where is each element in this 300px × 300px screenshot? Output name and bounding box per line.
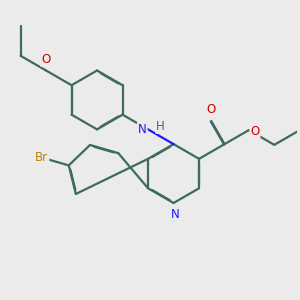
Text: N: N — [138, 123, 147, 136]
Text: O: O — [41, 53, 51, 66]
Text: H: H — [156, 120, 165, 133]
Text: O: O — [250, 125, 260, 138]
Text: O: O — [207, 103, 216, 116]
Text: Br: Br — [35, 151, 49, 164]
Text: N: N — [171, 208, 179, 221]
